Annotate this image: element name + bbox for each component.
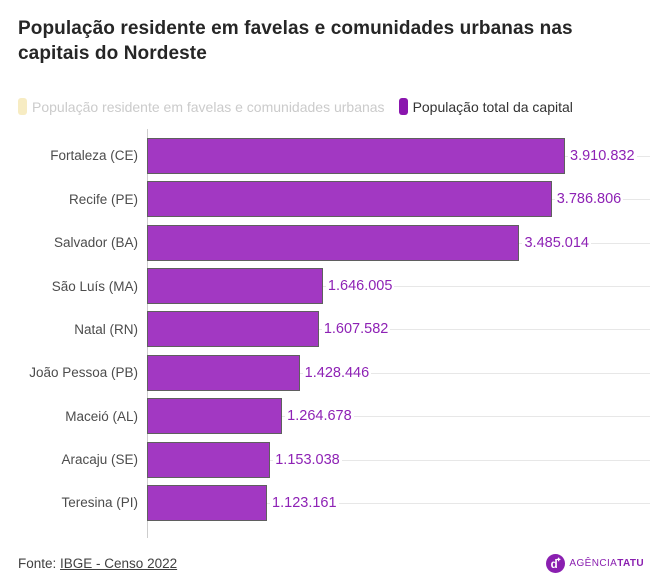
bar-row: Natal (RN) 1.607.582: [18, 308, 650, 351]
bar-area: 1.428.446: [147, 351, 640, 394]
bar[interactable]: [147, 398, 283, 435]
chart-title: População residente em favelas e comunid…: [18, 18, 573, 65]
row-gridline: [141, 502, 650, 504]
bar-row: Salvador (BA) 3.485.014: [18, 221, 650, 264]
bar-row: Teresina (PI) 1.123.161: [18, 481, 650, 524]
bar[interactable]: [147, 311, 319, 348]
source-link[interactable]: IBGE - Censo 2022: [60, 556, 178, 571]
bar-area: 1.264.678: [147, 395, 640, 438]
bar-row: Maceió (AL) 1.264.678: [18, 395, 650, 438]
value-label: 3.910.832: [568, 147, 637, 164]
value-label: 1.607.582: [321, 321, 391, 338]
agency-logo-text: AGÊNCIATATU: [569, 558, 644, 569]
legend-swatch-total: [398, 98, 408, 116]
category-label: Natal (RN): [18, 321, 147, 337]
agency-tatu-icon: d: [546, 554, 566, 573]
bar-area: 3.786.806: [147, 178, 640, 221]
value-label: 1.264.678: [285, 408, 354, 425]
bar-row: Recife (PE) 3.786.806: [18, 178, 650, 221]
row-gridline: [141, 286, 650, 288]
legend-item-favelas[interactable]: População residente em favelas e comunid…: [18, 98, 385, 116]
legend-label-favelas: População residente em favelas e comunid…: [32, 98, 385, 115]
value-label: 3.786.806: [554, 191, 624, 208]
bar-area: 1.607.582: [147, 308, 640, 351]
row-gridline: [141, 372, 650, 374]
bar[interactable]: [147, 268, 323, 305]
value-label: 3.485.014: [522, 234, 591, 251]
bar[interactable]: [147, 441, 271, 478]
bar[interactable]: [147, 224, 520, 261]
category-label: Teresina (PI): [18, 495, 147, 511]
bar-row: Fortaleza (CE) 3.910.832: [18, 134, 650, 177]
agency-logo: d AGÊNCIATATU: [546, 554, 644, 573]
source-note: Fonte: IBGE - Censo 2022: [18, 556, 177, 571]
category-label: Salvador (BA): [18, 235, 147, 251]
bar[interactable]: [147, 354, 300, 391]
chart-footer: Fonte: IBGE - Censo 2022 d AGÊNCIATATU: [18, 554, 644, 573]
value-label: 1.123.161: [270, 494, 339, 511]
bar-row: João Pessoa (PB) 1.428.446: [18, 351, 650, 394]
legend-swatch-favelas: [18, 98, 27, 116]
bar-area: 3.910.832: [147, 134, 640, 177]
bar-area: 3.485.014: [147, 221, 640, 264]
legend-label-total: População total da capital: [412, 98, 573, 115]
category-label: João Pessoa (PB): [18, 365, 147, 381]
row-gridline: [141, 459, 650, 461]
category-label: São Luís (MA): [18, 278, 147, 294]
source-prefix: Fonte:: [18, 556, 61, 571]
legend-item-total[interactable]: População total da capital: [398, 98, 573, 116]
category-label: Recife (PE): [18, 191, 147, 207]
bar[interactable]: [147, 137, 565, 174]
bar-chart: Fortaleza (CE) 3.910.832 Recife (PE) 3.7…: [18, 129, 650, 538]
value-label: 1.153.038: [273, 451, 342, 468]
bar-area: 1.646.005: [147, 264, 640, 307]
bar-row: Aracaju (SE) 1.153.038: [18, 438, 650, 481]
bar[interactable]: [147, 181, 552, 218]
bar-area: 1.153.038: [147, 438, 640, 481]
legend: População residente em favelas e comunid…: [18, 98, 640, 116]
bar-area: 1.123.161: [147, 481, 640, 524]
category-label: Aracaju (SE): [18, 452, 147, 468]
row-gridline: [141, 329, 650, 331]
svg-text:d: d: [551, 559, 558, 571]
bar[interactable]: [147, 484, 268, 521]
bar-row: São Luís (MA) 1.646.005: [18, 264, 650, 307]
value-label: 1.428.446: [302, 364, 372, 381]
category-label: Maceió (AL): [18, 408, 147, 424]
category-label: Fortaleza (CE): [18, 148, 147, 164]
row-gridline: [141, 416, 650, 418]
value-label: 1.646.005: [325, 278, 395, 295]
